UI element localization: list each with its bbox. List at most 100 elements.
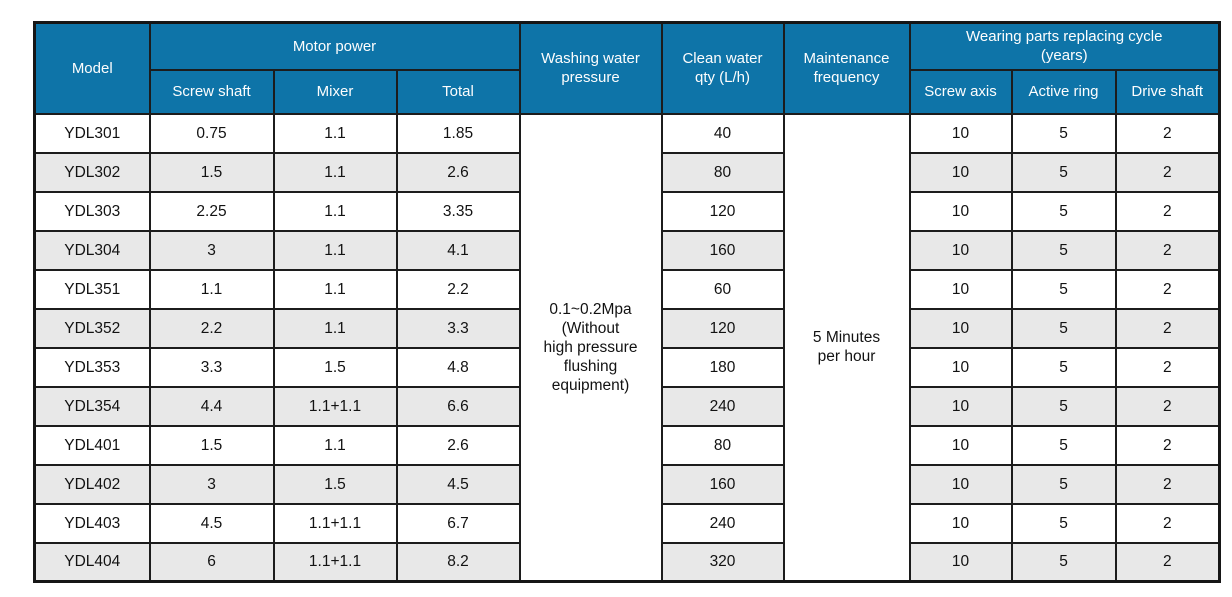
table-row-ydl401: YDL401 1.5 1.1 2.6 80 10 5 2 (33, 424, 1221, 466)
table-row-ydl352: YDL352 2.2 1.1 3.3 120 10 5 2 (33, 307, 1221, 349)
header-washing-water-pressure: Washing water pressure (518, 21, 663, 115)
clean-water-cell: 240 (660, 502, 785, 544)
maintenance-line-2: per hour (817, 348, 876, 366)
table-row-ydl402: YDL402 3 1.5 4.5 160 10 5 2 (33, 463, 1221, 505)
pressure-line-5: equipment) (551, 376, 630, 394)
washing-water-pressure-cell: 0.1~0.2Mpa (Without high pressure flushi… (518, 112, 663, 583)
header-motor-power: Motor power (148, 21, 521, 71)
mixer-cell: 1.1 (272, 112, 398, 154)
table-row-ydl354: YDL354 4.4 1.1+1.1 6.6 240 10 5 2 (33, 385, 1221, 427)
mixer-cell: 1.1+1.1 (272, 385, 398, 427)
product-spec-table: Model Motor power Washing water pressure… (33, 21, 1221, 583)
header-model: Model (33, 21, 151, 115)
clean-water-cell: 40 (660, 112, 785, 154)
pressure-line-1: 0.1~0.2Mpa (549, 300, 632, 318)
header-screw-shaft: Screw shaft (148, 68, 275, 115)
clean-water-cell: 80 (660, 424, 785, 466)
header-clean-water-qty: Clean water qty (L/h) (660, 21, 785, 115)
screw-shaft-cell: 4.5 (148, 502, 275, 544)
drive-shaft-cell: 2 (1114, 346, 1221, 388)
active-ring-cell: 5 (1010, 463, 1117, 505)
drive-shaft-cell: 2 (1114, 385, 1221, 427)
header-washing-line-2: pressure (561, 69, 620, 87)
drive-shaft-cell: 2 (1114, 307, 1221, 349)
clean-water-cell: 160 (660, 229, 785, 271)
drive-shaft-cell: 2 (1114, 268, 1221, 310)
header-maintenance-frequency: Maintenance frequency (782, 21, 911, 115)
mixer-cell: 1.1+1.1 (272, 502, 398, 544)
screw-shaft-cell: 6 (148, 541, 275, 583)
screw-shaft-cell: 2.25 (148, 190, 275, 232)
total-cell: 3.3 (395, 307, 521, 349)
screw-shaft-cell: 1.5 (148, 424, 275, 466)
model-cell: YDL301 (33, 112, 151, 154)
header-mixer: Mixer (272, 68, 398, 115)
screw-axis-cell: 10 (908, 229, 1013, 271)
screw-axis-cell: 10 (908, 541, 1013, 583)
header-wearing-parts: Wearing parts replacing cycle (years) (908, 21, 1221, 71)
total-cell: 1.85 (395, 112, 521, 154)
screw-shaft-cell: 3 (148, 463, 275, 505)
total-cell: 6.7 (395, 502, 521, 544)
clean-water-cell: 160 (660, 463, 785, 505)
header-total: Total (395, 68, 521, 115)
screw-axis-cell: 10 (908, 268, 1013, 310)
header-screw-axis: Screw axis (908, 68, 1013, 115)
screw-axis-cell: 10 (908, 502, 1013, 544)
active-ring-cell: 5 (1010, 151, 1117, 193)
clean-water-cell: 120 (660, 307, 785, 349)
mixer-cell: 1.1 (272, 190, 398, 232)
table-row-ydl301: YDL301 0.75 1.1 1.85 0.1~0.2Mpa (Without… (33, 112, 1221, 583)
table-row-ydl303: YDL303 2.25 1.1 3.35 120 10 5 2 (33, 190, 1221, 232)
header-clean-water-line-1: Clean water (682, 50, 763, 68)
model-cell: YDL353 (33, 346, 151, 388)
header-active-ring: Active ring (1010, 68, 1117, 115)
clean-water-cell: 180 (660, 346, 785, 388)
active-ring-cell: 5 (1010, 502, 1117, 544)
drive-shaft-cell: 2 (1114, 424, 1221, 466)
model-cell: YDL401 (33, 424, 151, 466)
header-washing-line-1: Washing water (541, 50, 640, 68)
header-maintenance-line-2: frequency (813, 69, 880, 87)
screw-axis-cell: 10 (908, 463, 1013, 505)
active-ring-cell: 5 (1010, 112, 1117, 154)
header-row-1: Model Motor power Washing water pressure… (33, 21, 1221, 115)
model-cell: YDL304 (33, 229, 151, 271)
table-row-ydl351: YDL351 1.1 1.1 2.2 60 10 5 2 (33, 268, 1221, 310)
screw-axis-cell: 10 (908, 151, 1013, 193)
model-cell: YDL303 (33, 190, 151, 232)
mixer-cell: 1.5 (272, 463, 398, 505)
mixer-cell: 1.5 (272, 346, 398, 388)
model-cell: YDL302 (33, 151, 151, 193)
header-row-2: Screw shaft Mixer Total Screw axis Activ… (35, 68, 1221, 115)
mixer-cell: 1.1 (272, 307, 398, 349)
drive-shaft-cell: 2 (1114, 502, 1221, 544)
screw-axis-cell: 10 (908, 112, 1013, 154)
table-row-ydl404: YDL404 6 1.1+1.1 8.2 320 10 5 2 (33, 541, 1221, 583)
screw-axis-cell: 10 (908, 424, 1013, 466)
drive-shaft-cell: 2 (1114, 190, 1221, 232)
mixer-cell: 1.1 (272, 424, 398, 466)
header-wearing-line-1: Wearing parts replacing cycle (966, 28, 1163, 46)
screw-axis-cell: 10 (908, 190, 1013, 232)
mixer-cell: 1.1 (272, 268, 398, 310)
screw-axis-cell: 10 (908, 385, 1013, 427)
model-cell: YDL403 (33, 502, 151, 544)
screw-axis-cell: 10 (908, 346, 1013, 388)
header-clean-water-line-2: qty (L/h) (694, 69, 751, 87)
table-row-ydl304: YDL304 3 1.1 4.1 160 10 5 2 (33, 229, 1221, 271)
drive-shaft-cell: 2 (1114, 541, 1221, 583)
table-row-ydl302: YDL302 1.5 1.1 2.6 80 10 5 2 (33, 151, 1221, 193)
total-cell: 2.6 (395, 424, 521, 466)
clean-water-cell: 320 (660, 541, 785, 583)
table-row-ydl403: YDL403 4.5 1.1+1.1 6.7 240 10 5 2 (33, 502, 1221, 544)
table-row-ydl353: YDL353 3.3 1.5 4.8 180 10 5 2 (33, 346, 1221, 388)
maintenance-frequency-cell: 5 Minutes per hour (782, 112, 911, 583)
model-cell: YDL352 (33, 307, 151, 349)
active-ring-cell: 5 (1010, 385, 1117, 427)
drive-shaft-cell: 2 (1114, 112, 1221, 154)
pressure-line-3: high pressure (543, 338, 638, 356)
header-maintenance-line-1: Maintenance (803, 50, 890, 68)
model-cell: YDL404 (33, 541, 151, 583)
